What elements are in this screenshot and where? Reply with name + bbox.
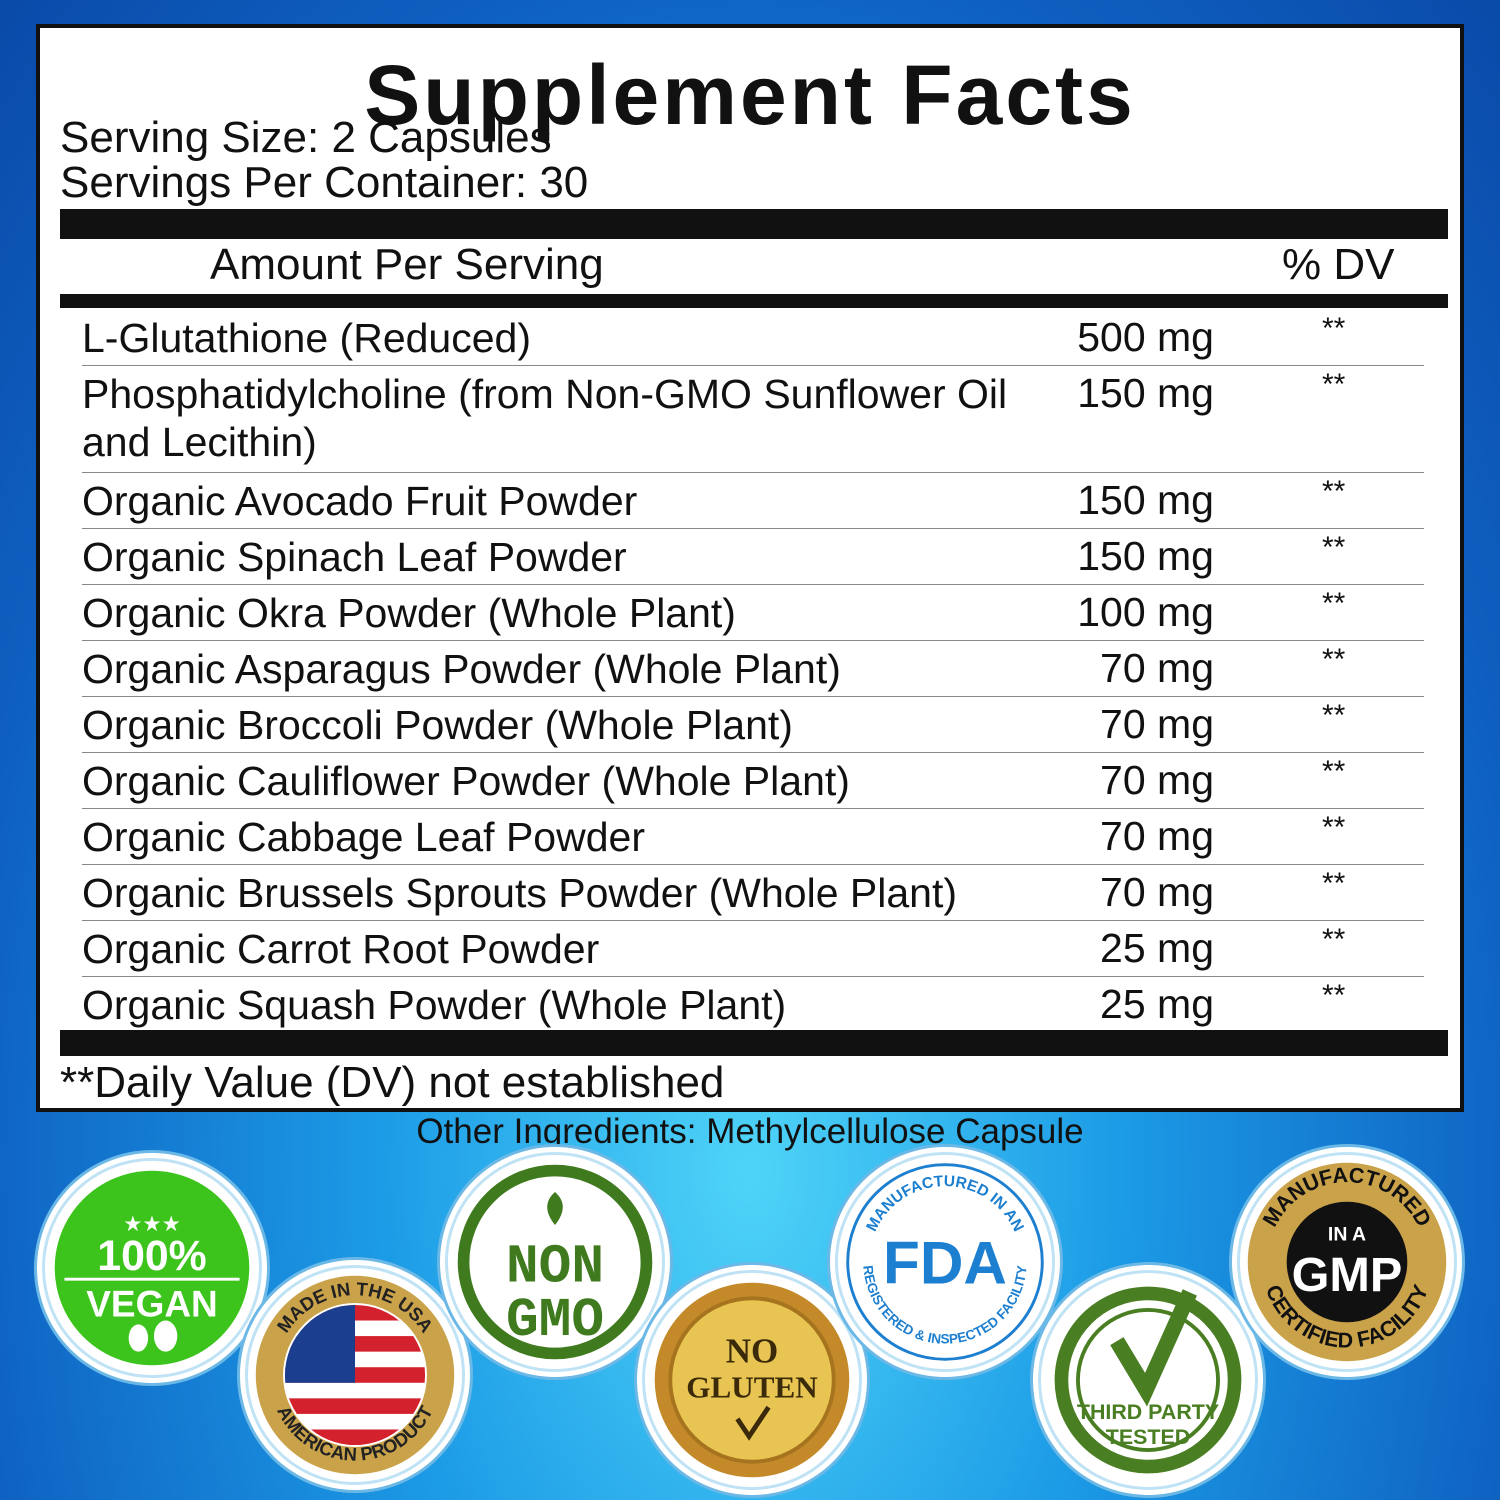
ingredient-name: Organic Cauliflower Powder (Whole Plant): [82, 758, 850, 804]
ingredient-row: Organic Carrot Root Powder 25 mg **: [82, 921, 1424, 977]
ingredient-amount: 150 mg: [1077, 370, 1214, 416]
ingredient-name: Organic Squash Powder (Whole Plant): [82, 982, 787, 1028]
ingredient-row: Organic Avocado Fruit Powder 150 mg **: [82, 473, 1424, 529]
fda-badge: MANUFACTURED IN AN FDA REGISTERED & INSP…: [835, 1152, 1055, 1372]
thirdparty-line1: THIRD PARTY: [1077, 1400, 1219, 1424]
ingredient-name: Organic Carrot Root Powder: [82, 926, 600, 972]
ingredient-dv: **: [1322, 587, 1346, 620]
gluten-line2: GLUTEN: [686, 1370, 818, 1405]
serving-size: Serving Size: 2 Capsules: [60, 113, 552, 162]
ingredient-row: Phosphatidylcholine (from Non-GMO Sunflo…: [82, 366, 1424, 473]
ingredient-amount: 70 mg: [1100, 701, 1214, 747]
divider-medium: [60, 294, 1448, 308]
ingredient-row: Organic Cauliflower Powder (Whole Plant)…: [82, 753, 1424, 809]
third-party-tested-badge: THIRD PARTY TESTED: [1038, 1270, 1258, 1490]
ingredient-row: Organic Brussels Sprouts Powder (Whole P…: [82, 865, 1424, 921]
supplement-facts-panel: Supplement Facts Serving Size: 2 Capsule…: [36, 24, 1464, 1112]
amount-header: Amount Per Serving: [210, 240, 604, 289]
ingredient-name: Organic Broccoli Powder (Whole Plant): [82, 702, 793, 748]
no-gluten-badge: NO GLUTEN: [642, 1270, 862, 1490]
ingredient-row: Organic Okra Powder (Whole Plant) 100 mg…: [82, 585, 1424, 641]
gmp-main: GMP: [1292, 1248, 1403, 1302]
ingredient-name: Organic Spinach Leaf Powder: [82, 534, 627, 580]
servings-per-container: Servings Per Container: 30: [60, 158, 589, 207]
ingredient-amount: 70 mg: [1100, 645, 1214, 691]
leaf-icon: [128, 1324, 149, 1352]
ingredient-dv: **: [1322, 923, 1346, 956]
ingredient-amount: 70 mg: [1100, 813, 1214, 859]
fda-main: FDA: [883, 1228, 1007, 1296]
vegan-line1: 100%: [97, 1232, 206, 1280]
non-gmo-badge: NON GMO: [445, 1152, 665, 1372]
ingredient-amount: 25 mg: [1100, 925, 1214, 971]
ingredient-amount: 500 mg: [1077, 314, 1214, 360]
ingredient-dv: **: [1322, 368, 1346, 401]
ingredient-name: Organic Asparagus Powder (Whole Plant): [82, 646, 841, 692]
ingredient-dv: **: [1322, 755, 1346, 788]
ingredient-row: Organic Broccoli Powder (Whole Plant) 70…: [82, 697, 1424, 753]
ingredient-amount: 70 mg: [1100, 757, 1214, 803]
ingredient-name: Phosphatidylcholine (from Non-GMO Sunflo…: [82, 371, 1008, 465]
ingredient-dv: **: [1322, 699, 1346, 732]
ingredient-name: Organic Okra Powder (Whole Plant): [82, 590, 736, 636]
ingredient-name: Organic Avocado Fruit Powder: [82, 478, 638, 524]
other-ingredients: Other Ingredients: Methylcellulose Capsu…: [416, 1112, 1084, 1151]
check-icon: [735, 1405, 771, 1441]
ingredient-row: Organic Squash Powder (Whole Plant) 25 m…: [82, 977, 1424, 1033]
ingredient-dv: **: [1322, 643, 1346, 676]
gluten-line1: NO: [726, 1331, 779, 1370]
ingredient-name: Organic Brussels Sprouts Powder (Whole P…: [82, 870, 958, 916]
gmp-badge: MANUFACTURED IN A GMP CERTIFIED FACILITY: [1237, 1152, 1457, 1372]
leaf-icon: [547, 1191, 563, 1226]
ingredient-row: L-Glutathione (Reduced) 500 mg **: [82, 310, 1424, 366]
nongmo-line2: GMO: [506, 1291, 604, 1352]
dv-header: % DV: [1282, 240, 1395, 289]
svg-text:★★★: ★★★: [123, 1212, 181, 1237]
ingredient-row: Organic Asparagus Powder (Whole Plant) 7…: [82, 641, 1424, 697]
footnote: **Daily Value (DV) not established: [60, 1058, 725, 1107]
ingredient-amount: 25 mg: [1100, 981, 1214, 1027]
vegan-line2: VEGAN: [86, 1284, 217, 1325]
ingredient-amount: 70 mg: [1100, 869, 1214, 915]
ingredient-dv: **: [1322, 531, 1346, 564]
ingredient-dv: **: [1322, 811, 1346, 844]
ingredient-dv: **: [1322, 475, 1346, 508]
vegan-badge: ★★★ 100% VEGAN: [42, 1158, 262, 1378]
thirdparty-line2: TESTED: [1106, 1425, 1190, 1449]
ingredient-dv: **: [1322, 867, 1346, 900]
ingredient-dv: **: [1322, 312, 1346, 345]
ingredient-dv: **: [1322, 979, 1346, 1012]
label-title: Supplement Facts: [364, 48, 1136, 142]
ingredient-table: L-Glutathione (Reduced) 500 mg ** Phospha…: [82, 310, 1424, 1033]
ingredient-amount: 150 mg: [1077, 533, 1214, 579]
divider-bottom: [60, 1030, 1448, 1056]
made-in-usa-badge: MADE IN THE USA AMERICAN PRODUCT: [245, 1265, 465, 1485]
ingredient-amount: 150 mg: [1077, 477, 1214, 523]
divider-thick: [60, 209, 1448, 239]
ingredient-row: Organic Cabbage Leaf Powder 70 mg **: [82, 809, 1424, 865]
check-icon: [1110, 1289, 1197, 1407]
ingredient-row: Organic Spinach Leaf Powder 150 mg **: [82, 529, 1424, 585]
us-flag-icon: [284, 1304, 426, 1446]
nongmo-line1: NON: [506, 1237, 604, 1298]
gmp-mid: IN A: [1328, 1224, 1366, 1246]
ingredient-amount: 100 mg: [1077, 589, 1214, 635]
ingredient-name: Organic Cabbage Leaf Powder: [82, 814, 645, 860]
ingredient-name: L-Glutathione (Reduced): [82, 315, 531, 361]
